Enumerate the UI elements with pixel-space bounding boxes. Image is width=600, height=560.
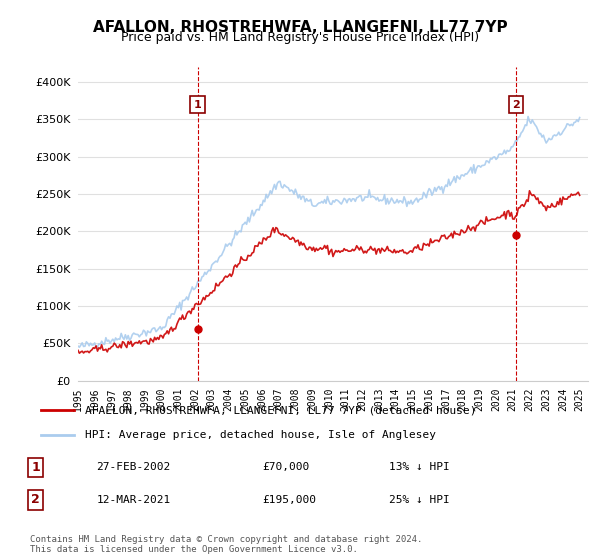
- Text: £70,000: £70,000: [262, 463, 309, 473]
- Text: 2: 2: [31, 493, 40, 506]
- Text: Contains HM Land Registry data © Crown copyright and database right 2024.
This d: Contains HM Land Registry data © Crown c…: [30, 535, 422, 554]
- Text: 13% ↓ HPI: 13% ↓ HPI: [389, 463, 449, 473]
- Text: 2: 2: [512, 100, 520, 110]
- Text: AFALLON, RHOSTREHWFA, LLANGEFNI, LL77 7YP (detached house): AFALLON, RHOSTREHWFA, LLANGEFNI, LL77 7Y…: [85, 405, 476, 416]
- Text: Price paid vs. HM Land Registry's House Price Index (HPI): Price paid vs. HM Land Registry's House …: [121, 31, 479, 44]
- Text: 12-MAR-2021: 12-MAR-2021: [96, 495, 170, 505]
- Text: 1: 1: [194, 100, 202, 110]
- Text: 1: 1: [31, 461, 40, 474]
- Text: AFALLON, RHOSTREHWFA, LLANGEFNI, LL77 7YP: AFALLON, RHOSTREHWFA, LLANGEFNI, LL77 7Y…: [92, 20, 508, 35]
- Text: HPI: Average price, detached house, Isle of Anglesey: HPI: Average price, detached house, Isle…: [85, 430, 436, 440]
- Text: £195,000: £195,000: [262, 495, 316, 505]
- Text: 27-FEB-2002: 27-FEB-2002: [96, 463, 170, 473]
- Text: 25% ↓ HPI: 25% ↓ HPI: [389, 495, 449, 505]
